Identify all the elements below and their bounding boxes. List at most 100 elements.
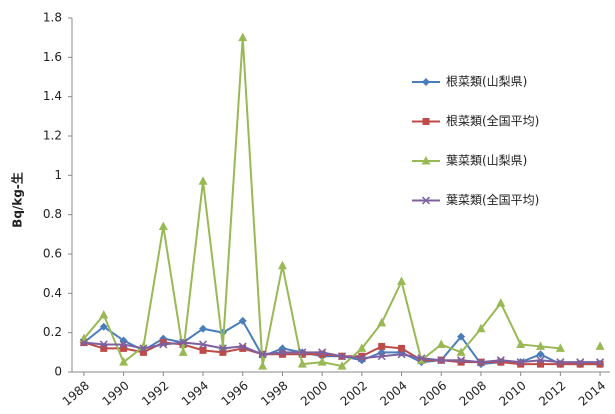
- y-tick-label: 0.8: [43, 207, 62, 221]
- x-tick-label: 2004: [377, 378, 409, 408]
- data-point: [337, 352, 347, 361]
- x-tick-label: 1998: [258, 378, 290, 408]
- data-point: [536, 341, 546, 350]
- data-point: [278, 348, 287, 357]
- data-point: [238, 32, 248, 42]
- legend-label: 根菜類(全国平均): [446, 113, 539, 128]
- data-point: [457, 356, 466, 365]
- data-point: [119, 357, 129, 366]
- legend-label: 葉菜類(全国平均): [446, 192, 539, 207]
- data-point: [199, 346, 207, 354]
- data-point: [258, 350, 267, 359]
- data-point: [119, 340, 128, 349]
- x-tick-label: 2006: [417, 378, 449, 408]
- data-point: [536, 350, 545, 359]
- data-point: [596, 360, 604, 368]
- data-point: [357, 343, 367, 352]
- data-point: [298, 350, 306, 358]
- data-point: [417, 354, 426, 363]
- y-tick-label: 0.6: [43, 247, 62, 261]
- data-point: [496, 356, 505, 365]
- data-point: [99, 309, 109, 319]
- data-point: [436, 339, 446, 348]
- data-point: [99, 340, 108, 349]
- data-point: [397, 350, 406, 359]
- data-point: [218, 344, 227, 353]
- x-tick-label: 1994: [179, 378, 211, 408]
- x-tick-label: 1990: [99, 378, 131, 408]
- data-point: [318, 348, 327, 357]
- data-point: [457, 358, 465, 366]
- x-tick-label: 2008: [457, 378, 489, 408]
- legend-label: 葉菜類(山梨県): [446, 154, 527, 168]
- data-point: [358, 352, 366, 360]
- data-point: [120, 344, 128, 352]
- x-tick-label: 2000: [298, 378, 330, 408]
- y-tick-label: 1.4: [43, 89, 62, 103]
- x-tick-label: 1992: [139, 378, 171, 408]
- data-point: [139, 344, 148, 353]
- data-point: [377, 317, 387, 327]
- data-point: [556, 358, 565, 367]
- data-point: [555, 343, 565, 352]
- data-point: [179, 338, 188, 347]
- data-point: [219, 348, 227, 356]
- data-point: [198, 176, 208, 185]
- data-point: [517, 360, 525, 368]
- data-point: [576, 360, 584, 368]
- legend-marker: [422, 118, 430, 125]
- data-point: [337, 361, 347, 370]
- data-point: [297, 359, 307, 368]
- y-tick-label: 1: [54, 168, 62, 182]
- data-point: [258, 361, 268, 370]
- y-axis-label: Bq/kg-生: [10, 172, 25, 228]
- legend-label: 根菜類(山梨県): [446, 75, 527, 89]
- data-point: [416, 355, 426, 364]
- y-tick-label: 1.6: [43, 50, 62, 64]
- data-point: [457, 332, 466, 341]
- x-tick-label: 2010: [496, 378, 528, 408]
- data-point: [516, 339, 526, 348]
- data-point: [238, 342, 247, 351]
- data-point: [437, 356, 446, 365]
- y-tick-label: 0.4: [43, 286, 62, 300]
- data-point: [79, 338, 88, 347]
- data-point: [398, 344, 406, 352]
- data-point: [497, 358, 505, 366]
- data-point: [238, 316, 247, 325]
- data-point: [199, 324, 208, 333]
- data-point: [159, 339, 167, 346]
- data-point: [397, 276, 407, 286]
- data-point: [556, 360, 564, 368]
- data-point: [456, 347, 466, 356]
- data-point: [476, 323, 486, 333]
- data-point: [596, 358, 605, 367]
- data-point: [317, 357, 327, 366]
- data-point: [318, 350, 326, 358]
- data-point: [298, 348, 307, 357]
- legend-marker: [422, 78, 430, 86]
- data-point: [277, 260, 287, 270]
- x-tick-label: 2002: [338, 378, 370, 408]
- data-point: [476, 358, 485, 367]
- y-tick-label: 0.2: [43, 325, 62, 339]
- y-tick-label: 1.8: [43, 11, 62, 25]
- data-point: [377, 352, 386, 361]
- data-point: [516, 358, 525, 367]
- legend-marker: [421, 196, 431, 205]
- x-tick-label: 1988: [60, 378, 92, 408]
- data-point: [278, 350, 286, 358]
- data-point: [357, 354, 366, 363]
- data-point: [576, 358, 585, 367]
- x-tick-label: 1996: [219, 378, 251, 408]
- data-point: [537, 360, 545, 368]
- x-tick-label: 2014: [576, 378, 608, 408]
- data-point: [178, 347, 188, 356]
- data-point: [198, 340, 208, 349]
- x-tick-label: 2012: [536, 378, 568, 408]
- data-point: [100, 344, 108, 352]
- data-point: [595, 341, 605, 350]
- data-point: [378, 342, 386, 350]
